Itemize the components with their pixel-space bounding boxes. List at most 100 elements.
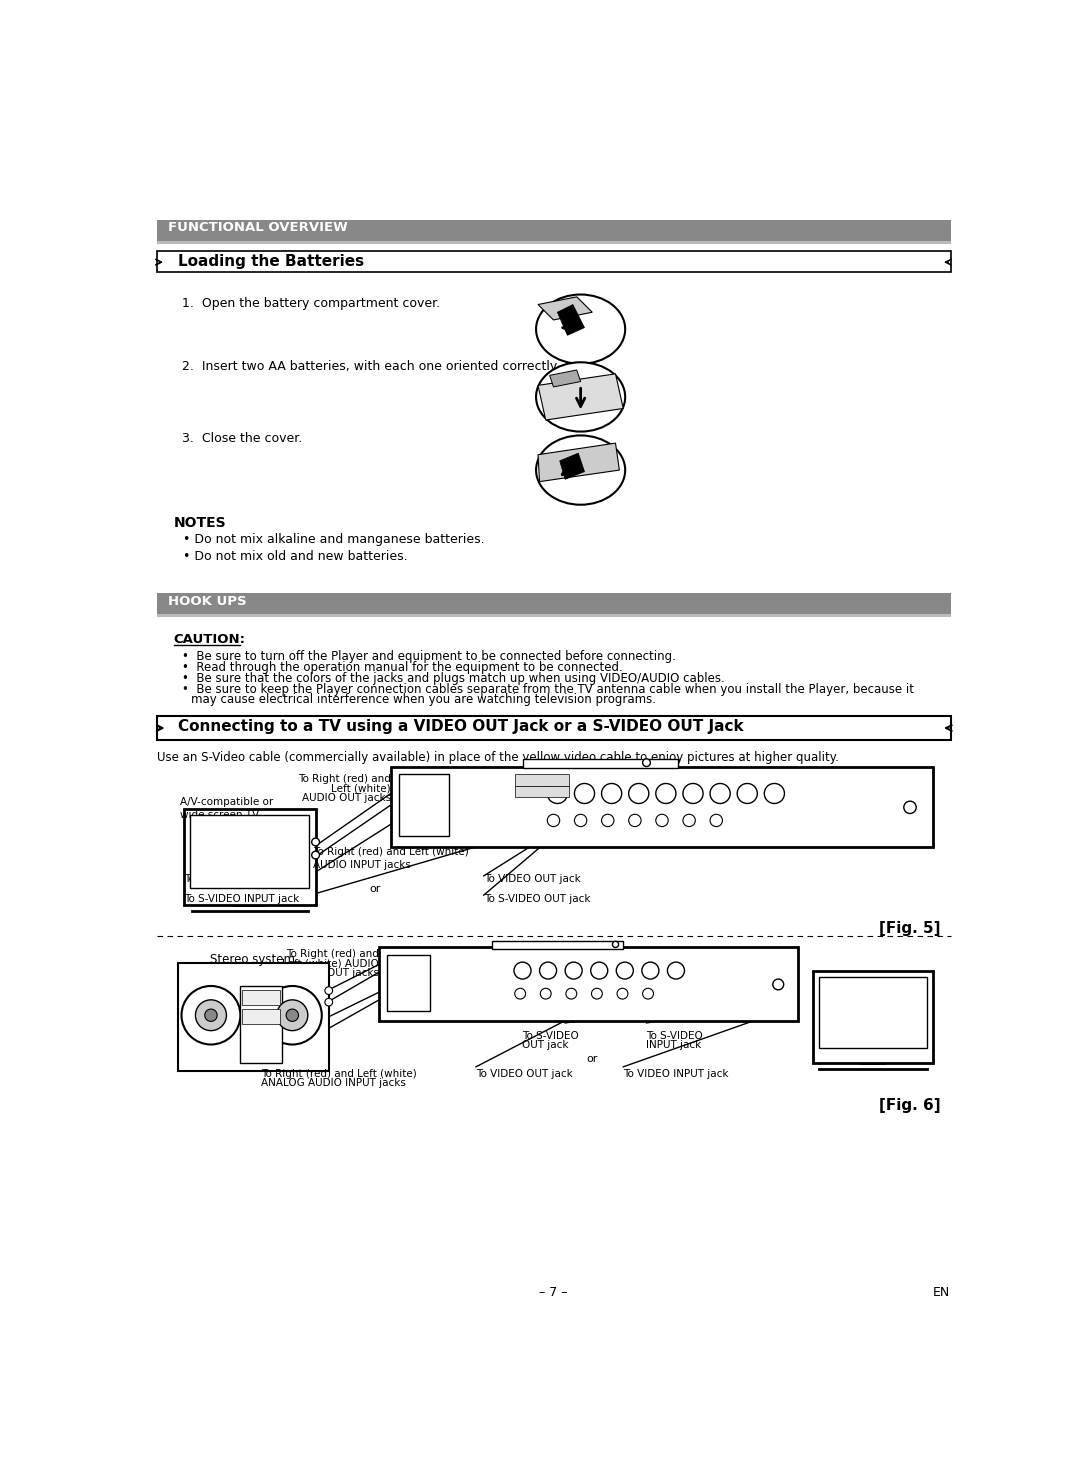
Text: To VIDEO OUT jack: To VIDEO OUT jack — [484, 874, 581, 884]
Bar — [515, 785, 569, 797]
Text: •  Be sure that the colors of the jacks and plugs match up when using VIDEO/AUDI: • Be sure that the colors of the jacks a… — [181, 671, 725, 685]
Circle shape — [592, 988, 603, 1000]
Bar — [391, 766, 933, 847]
Bar — [242, 989, 280, 1006]
Text: INPUT jack: INPUT jack — [647, 1040, 702, 1050]
Circle shape — [617, 963, 633, 979]
Polygon shape — [550, 370, 581, 387]
Text: [Fig. 6]: [Fig. 6] — [879, 1097, 941, 1112]
Text: •  Read through the operation manual for the equipment to be connected.: • Read through the operation manual for … — [181, 661, 622, 674]
Bar — [399, 774, 449, 836]
Text: To Right (red) and: To Right (red) and — [298, 774, 391, 784]
Circle shape — [548, 784, 567, 803]
Circle shape — [286, 1009, 298, 1022]
Circle shape — [276, 1000, 308, 1031]
Text: HOOK UPS: HOOK UPS — [167, 595, 246, 608]
Circle shape — [566, 988, 577, 1000]
Circle shape — [602, 784, 622, 803]
Text: Left (white) AUDIO: Left (white) AUDIO — [282, 958, 379, 969]
Polygon shape — [538, 297, 592, 319]
Circle shape — [738, 784, 757, 803]
Text: 1.  Open the battery compartment cover.: 1. Open the battery compartment cover. — [181, 297, 440, 309]
Text: or: or — [586, 1053, 598, 1063]
Text: •  Be sure to keep the Player connection cables separate from the TV antenna cab: • Be sure to keep the Player connection … — [181, 683, 914, 695]
Text: may cause electrical interference when you are watching television programs.: may cause electrical interference when y… — [191, 694, 656, 707]
Circle shape — [325, 998, 333, 1006]
Polygon shape — [557, 305, 584, 336]
Circle shape — [612, 941, 619, 948]
Text: To VIDEO INPUT jack: To VIDEO INPUT jack — [623, 1069, 729, 1080]
Bar — [157, 220, 951, 241]
Text: A/V-compatible or
wide screen TV: A/V-compatible or wide screen TV — [180, 797, 273, 819]
Circle shape — [773, 979, 784, 989]
Text: NOTES: NOTES — [174, 516, 227, 531]
Bar — [820, 976, 927, 1047]
Circle shape — [656, 784, 676, 803]
Circle shape — [602, 815, 613, 827]
Text: To S-VIDEO INPUT jack: To S-VIDEO INPUT jack — [184, 893, 299, 904]
Text: • Do not mix alkaline and manganese batteries.: • Do not mix alkaline and manganese batt… — [183, 534, 485, 546]
Ellipse shape — [536, 362, 625, 432]
Text: AUDIO OUT jacks: AUDIO OUT jacks — [301, 793, 391, 803]
Polygon shape — [157, 716, 951, 740]
Circle shape — [312, 839, 320, 846]
Circle shape — [591, 963, 608, 979]
Text: Connecting to a TV using a VIDEO OUT Jack or a S-VIDEO OUT Jack: Connecting to a TV using a VIDEO OUT Jac… — [177, 719, 743, 734]
Circle shape — [643, 759, 650, 766]
Circle shape — [540, 963, 556, 979]
Circle shape — [515, 988, 526, 1000]
Text: 3.  Close the cover.: 3. Close the cover. — [181, 432, 301, 445]
Text: OUT jacks: OUT jacks — [327, 967, 379, 978]
Circle shape — [629, 815, 642, 827]
Text: – 7 –: – 7 – — [539, 1287, 568, 1299]
Circle shape — [904, 802, 916, 813]
Circle shape — [205, 1009, 217, 1022]
Bar — [157, 241, 951, 244]
Text: To Right (red) and Left (white)
AUDIO INPUT jacks: To Right (red) and Left (white) AUDIO IN… — [313, 847, 469, 870]
Bar — [813, 970, 933, 1063]
Text: FUNCTIONAL OVERVIEW: FUNCTIONAL OVERVIEW — [167, 222, 348, 234]
Text: To S-VIDEO: To S-VIDEO — [647, 1031, 703, 1041]
Bar — [190, 815, 309, 889]
Text: To S-VIDEO OUT jack: To S-VIDEO OUT jack — [484, 893, 591, 904]
Ellipse shape — [536, 435, 625, 504]
Circle shape — [575, 815, 586, 827]
Circle shape — [629, 784, 649, 803]
Bar — [184, 809, 315, 905]
Bar — [157, 593, 951, 614]
Text: 2.  Insert two AA batteries, with each one oriented correctly.: 2. Insert two AA batteries, with each on… — [181, 359, 559, 373]
Text: To Right (red) and Left (white): To Right (red) and Left (white) — [261, 1069, 417, 1080]
Circle shape — [195, 1000, 227, 1031]
Polygon shape — [157, 251, 951, 272]
Bar — [387, 955, 430, 1010]
Circle shape — [642, 963, 659, 979]
Bar — [240, 986, 282, 1063]
Circle shape — [710, 815, 723, 827]
Text: Stereo system: Stereo system — [211, 952, 295, 966]
Text: [Fig. 5]: [Fig. 5] — [879, 920, 941, 936]
Bar — [242, 1009, 280, 1025]
Circle shape — [683, 815, 696, 827]
Circle shape — [548, 815, 559, 827]
Text: • Do not mix old and new batteries.: • Do not mix old and new batteries. — [183, 550, 407, 563]
Circle shape — [514, 963, 531, 979]
Circle shape — [617, 988, 627, 1000]
Circle shape — [565, 963, 582, 979]
Text: or: or — [369, 884, 381, 895]
Text: CAUTION:: CAUTION: — [174, 633, 246, 646]
Circle shape — [667, 963, 685, 979]
Text: Loading the Batteries: Loading the Batteries — [177, 254, 364, 269]
Polygon shape — [538, 374, 623, 420]
Bar — [523, 759, 677, 768]
Circle shape — [643, 988, 653, 1000]
Circle shape — [181, 986, 241, 1044]
Polygon shape — [559, 453, 584, 479]
Text: EN: EN — [932, 1287, 949, 1299]
Text: Left (white): Left (white) — [332, 784, 391, 793]
Ellipse shape — [536, 294, 625, 364]
Text: •  Be sure to turn off the Player and equipment to be connected before connectin: • Be sure to turn off the Player and equ… — [181, 651, 675, 663]
Polygon shape — [538, 444, 619, 482]
Circle shape — [312, 852, 320, 859]
Text: To S-VIDEO: To S-VIDEO — [523, 1031, 579, 1041]
Text: To Right (red) and: To Right (red) and — [286, 950, 379, 958]
